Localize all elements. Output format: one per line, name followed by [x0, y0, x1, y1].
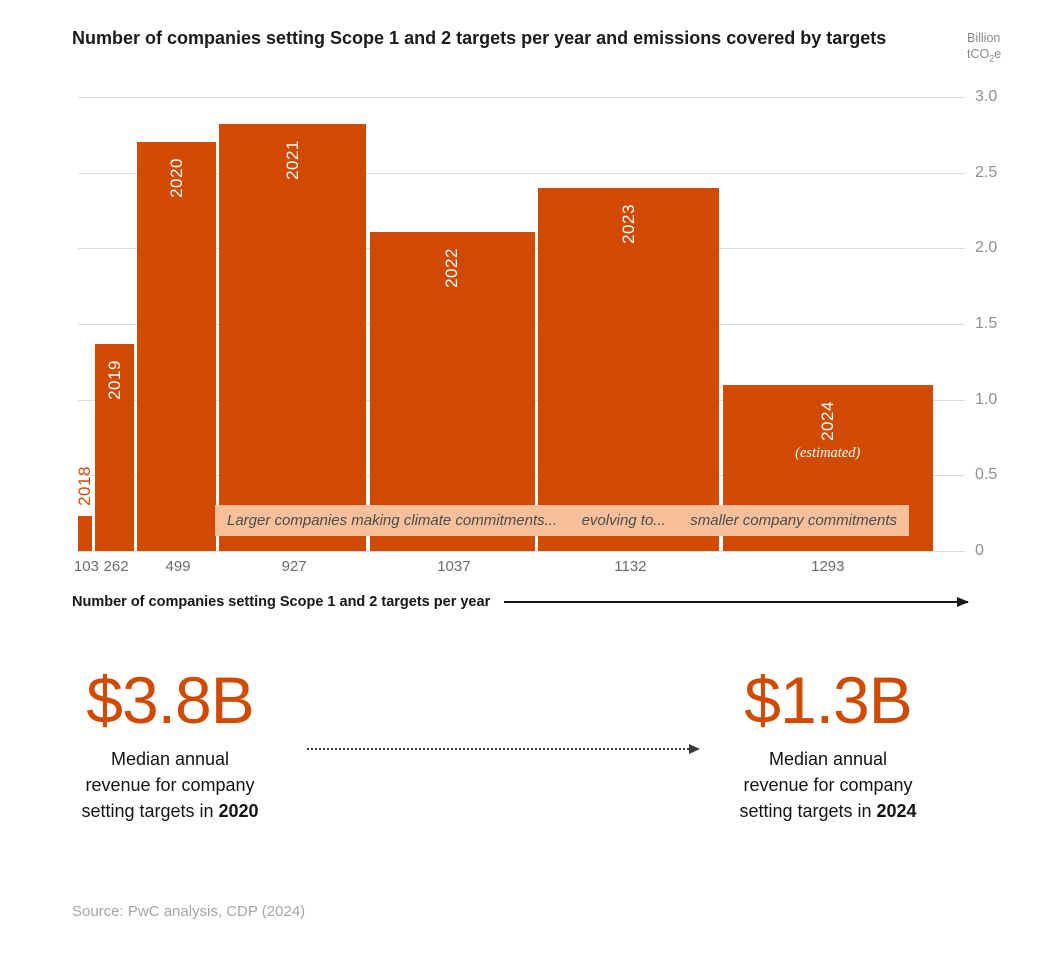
gridline-3.0 [78, 97, 965, 98]
y-tick-label-0.5: 0.5 [975, 466, 998, 484]
stat-2024: $1.3B Median annual revenue for company … [708, 664, 948, 824]
bar-year-text: 2024 [817, 400, 837, 441]
y-tick-label-0: 0 [975, 542, 984, 559]
stat-2020-description: Median annual revenue for company settin… [81, 749, 259, 821]
stat-2020: $3.8B Median annual revenue for company … [50, 664, 290, 824]
y-tick-label-2.0: 2.0 [975, 239, 998, 257]
gridline-2.5 [78, 172, 965, 174]
y-axis-unit-line1: Billion [967, 31, 1001, 45]
y-axis-unit-line2: tCO2e [967, 47, 1002, 64]
stat-2020-year: 2020 [218, 801, 259, 821]
stat-2024-year: 2024 [876, 801, 917, 821]
bar-note-2024: (estimated) [795, 444, 861, 461]
bar-year-text: 2018 [74, 466, 94, 507]
bar-2019: 2019 [94, 343, 135, 551]
bar-year-label-2024: 2024 [723, 395, 934, 447]
bar-2022: 2022 [369, 231, 536, 551]
x-axis-label-row: Number of companies setting Scope 1 and … [72, 592, 968, 612]
company-count-2021: 927 [281, 558, 307, 575]
annotation-segment-3: smaller company commitments [690, 512, 897, 529]
bar-year-label-2021: 2021 [219, 134, 367, 186]
annotation-banner: Larger companies making climate commitme… [215, 505, 909, 536]
company-count-labels: 103 262 499 927 1037 1132 1293 [74, 558, 965, 578]
bar-2021: 2021 [218, 124, 367, 551]
bar-2020: 2020 [137, 142, 216, 551]
bar-year-label-2023: 2023 [538, 198, 719, 250]
company-count-2019: 262 [103, 558, 129, 575]
y-tick-label-1.0: 1.0 [975, 390, 998, 408]
bar-year-text: 2019 [104, 359, 124, 400]
company-count-2024: 1293 [811, 558, 845, 575]
plot-area: 3.0 2.5 2.0 1.5 1.0 0.5 0 2018 2019 2020 2021 2022… [75, 88, 997, 559]
company-count-2023: 1132 [614, 558, 647, 575]
bar-year-label-2019: 2019 [95, 354, 135, 406]
bar-year-label-2022: 2022 [370, 242, 536, 294]
bar-year-text: 2021 [282, 140, 302, 181]
company-count-2018: 103 [73, 558, 99, 575]
stat-2024-value: $1.3B [744, 663, 912, 737]
bar-2023: 2023 [538, 187, 720, 551]
company-count-2022: 1037 [437, 558, 471, 575]
bar-year-text: 2022 [442, 247, 462, 288]
gridline-0 [78, 551, 965, 552]
y-tick-label-2.5: 2.5 [975, 163, 998, 181]
bar-year-label-2020: 2020 [137, 152, 215, 204]
company-count-2020: 499 [165, 558, 191, 575]
chart-title: Number of companies setting Scope 1 and … [72, 28, 887, 48]
stat-2024-description: Median annual revenue for company settin… [739, 749, 917, 821]
y-tick-label-1.5: 1.5 [975, 315, 998, 332]
y-axis-unit: Billion tCO2e [967, 30, 1001, 67]
trend-arrow-icon [307, 744, 700, 754]
x-axis-label: Number of companies setting Scope 1 and … [72, 594, 491, 610]
bar-2018: 2018 [75, 466, 94, 551]
bar-year-label-2018: 2018 [74, 460, 94, 512]
x-axis-arrow-icon [504, 601, 968, 603]
annotation-segment-2: evolving to... [581, 512, 666, 529]
source-note: Source: PwC analysis, CDP (2024) [72, 903, 306, 920]
y-tick-label-3.0: 3.0 [975, 88, 998, 105]
bar-year-text: 2023 [618, 203, 638, 244]
annotation-segment-1: Larger companies making climate commitme… [227, 512, 558, 529]
bar-year-text: 2020 [166, 158, 186, 199]
stat-2020-value: $3.8B [86, 663, 254, 737]
